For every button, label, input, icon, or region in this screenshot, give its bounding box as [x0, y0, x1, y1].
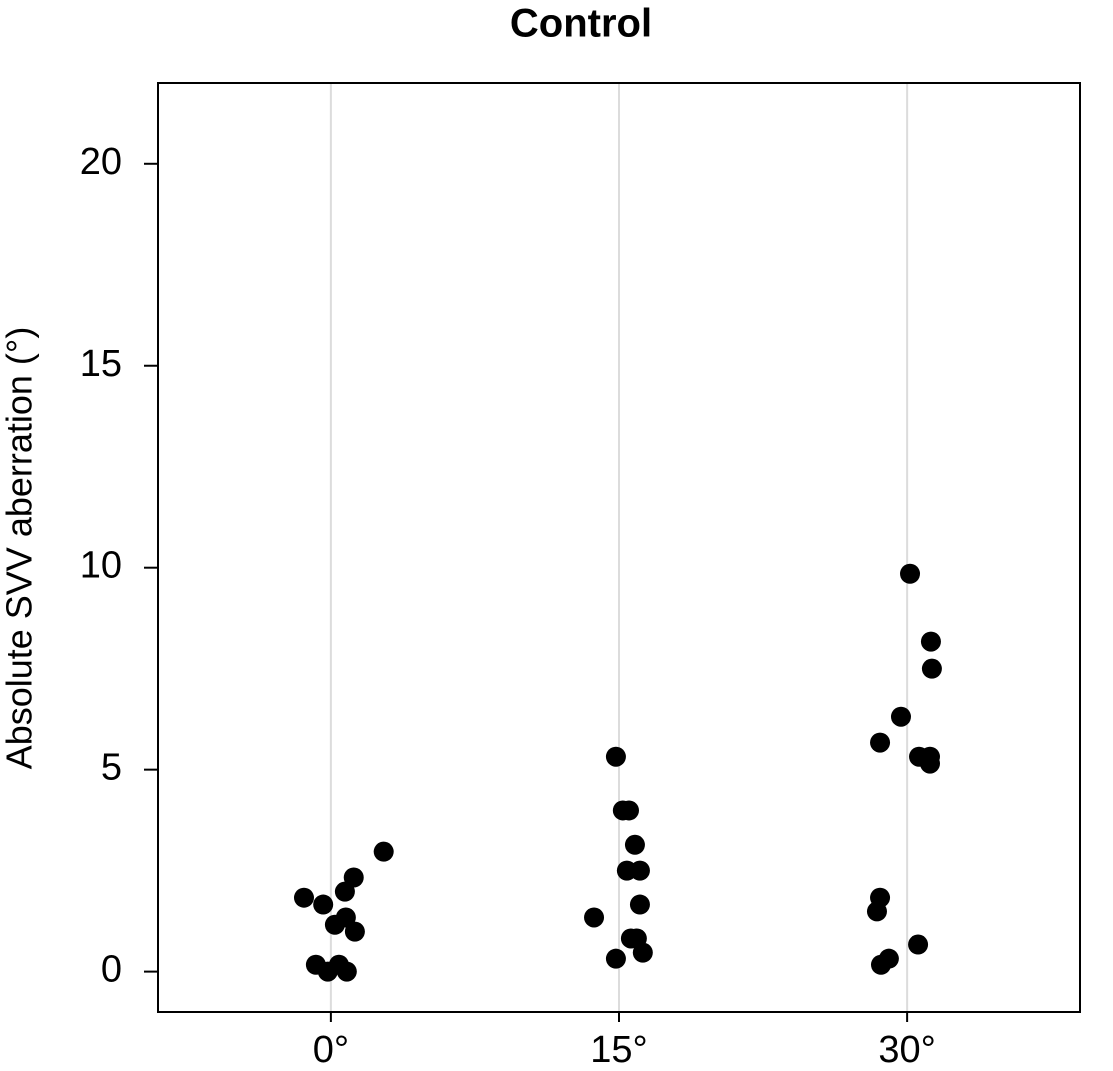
point — [618, 800, 639, 821]
y-axis-label: Absolute SVV aberration (°) — [0, 327, 40, 770]
point — [871, 954, 892, 975]
point — [336, 961, 357, 982]
y-tick-label: 0 — [101, 949, 122, 991]
point — [920, 631, 941, 652]
point — [866, 901, 887, 922]
point — [344, 921, 365, 942]
point — [293, 887, 314, 908]
x-tick-label: 0° — [313, 1029, 349, 1071]
y-tick-label: 5 — [101, 747, 122, 789]
point — [629, 860, 650, 881]
point — [373, 841, 394, 862]
point — [313, 894, 334, 915]
x-tick-label: 30° — [878, 1029, 935, 1071]
point — [629, 894, 650, 915]
point — [919, 753, 940, 774]
y-tick-label: 15 — [80, 343, 122, 385]
plot-frame — [157, 82, 1081, 1013]
point — [908, 934, 929, 955]
y-tick-label: 20 — [80, 141, 122, 183]
point — [632, 942, 653, 963]
point — [870, 732, 891, 753]
chart-title: Control — [510, 2, 652, 46]
point — [334, 881, 355, 902]
point — [605, 948, 626, 969]
point — [584, 907, 605, 928]
point — [900, 563, 921, 584]
point — [921, 658, 942, 679]
point — [624, 834, 645, 855]
point — [890, 706, 911, 727]
point — [317, 961, 338, 982]
point — [605, 746, 626, 767]
x-tick-label: 15° — [590, 1029, 647, 1071]
y-tick-label: 10 — [80, 545, 122, 587]
